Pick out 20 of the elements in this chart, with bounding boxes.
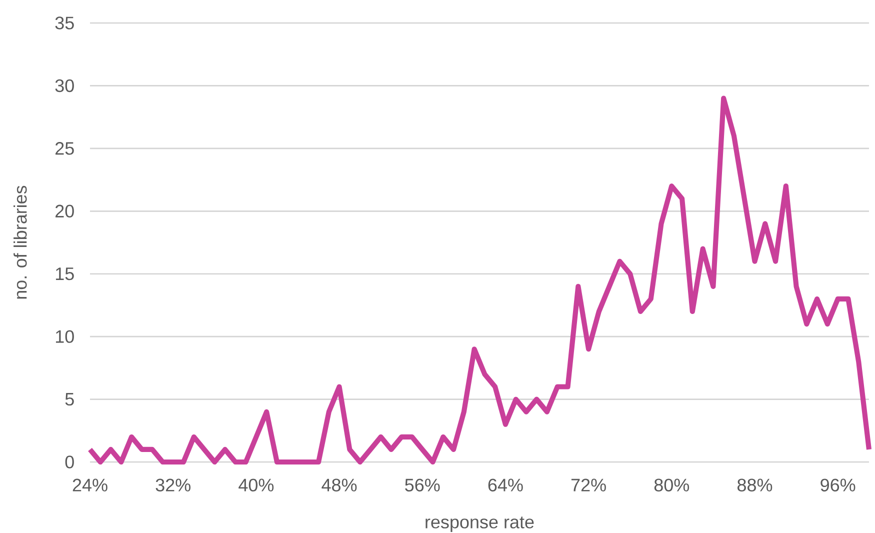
x-tick-label: 56% [405,478,440,492]
x-tick-label: 80% [654,478,690,492]
y-tick-label: 25 [56,142,74,155]
y-tick-label: 20 [56,204,74,218]
x-tick-label: 64% [488,478,523,492]
y-tick-label: 0 [65,456,74,468]
y-tick-label: 5 [65,393,74,406]
x-axis-title: response rate [426,516,534,532]
x-tick-label: 72% [571,478,606,492]
x-tick-label: 96% [820,478,856,492]
x-tick-label: 32% [156,478,190,492]
y-tick-label: 10 [56,330,74,343]
y-tick-label: 30 [55,79,74,92]
y-tick-label: 15 [56,268,74,280]
y-tick-label: 35 [55,16,74,30]
y-axis-title: no. of libraries [14,186,27,299]
x-tick-label: 40% [238,478,274,492]
x-tick-label: 88% [738,478,772,492]
x-tick-label: 48% [322,478,357,492]
x-tick-label: 24% [72,478,108,492]
